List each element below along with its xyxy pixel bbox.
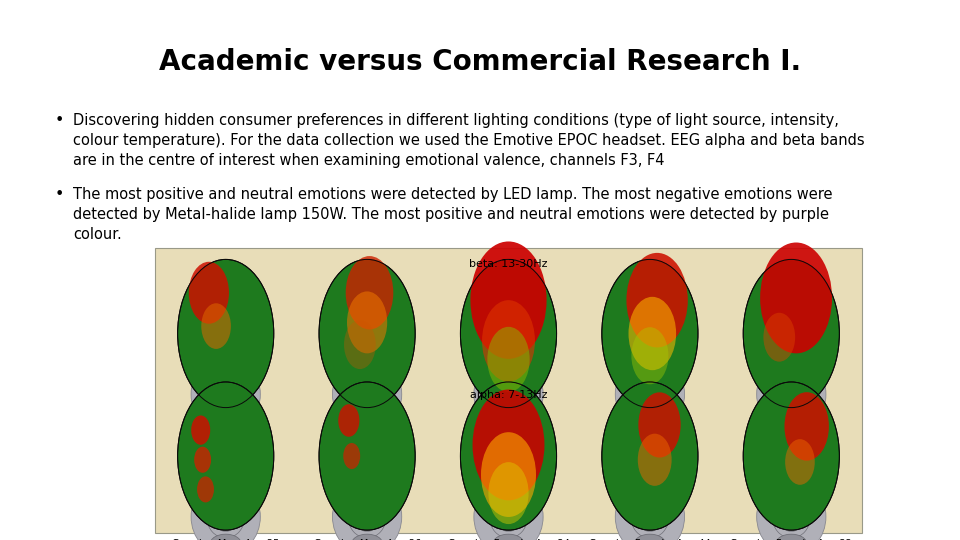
Text: Grender: Female, Age:44: Grender: Female, Age:44 [589,539,710,540]
Text: colour.: colour. [73,227,122,242]
Text: •: • [55,187,64,202]
Ellipse shape [470,241,546,359]
Ellipse shape [332,356,401,433]
Ellipse shape [210,534,241,540]
Ellipse shape [638,393,681,457]
Ellipse shape [347,292,387,353]
Text: colour temperature). For the data collection we used the Emotive EPOC headset. E: colour temperature). For the data collec… [73,133,865,148]
Ellipse shape [481,432,536,517]
Ellipse shape [210,411,241,431]
Ellipse shape [763,313,795,362]
Ellipse shape [602,382,698,530]
Ellipse shape [743,259,839,408]
Text: Discovering hidden consumer preferences in different lighting conditions (type o: Discovering hidden consumer preferences … [73,113,839,128]
Ellipse shape [615,356,684,433]
Ellipse shape [482,300,535,382]
Ellipse shape [461,382,557,530]
Ellipse shape [178,259,274,408]
Text: detected by Metal-halide lamp 150W. The most positive and neutral emotions were : detected by Metal-halide lamp 150W. The … [73,207,829,222]
Ellipse shape [615,478,684,540]
Text: Grender: Female, Age:24: Grender: Female, Age:24 [447,539,569,540]
Ellipse shape [760,242,832,353]
Text: Grender: Man, Age:35: Grender: Man, Age:35 [172,539,279,540]
Ellipse shape [474,356,543,433]
Text: beta: 13-30Hz: beta: 13-30Hz [469,259,548,269]
Ellipse shape [346,256,394,329]
Ellipse shape [351,411,383,431]
Text: The most positive and neutral emotions were detected by LED lamp. The most negat: The most positive and neutral emotions w… [73,187,832,202]
Text: alpha: 7-13Hz: alpha: 7-13Hz [469,390,547,401]
Ellipse shape [474,478,543,540]
Text: Academic versus Commercial Research I.: Academic versus Commercial Research I. [159,48,801,76]
Ellipse shape [194,447,211,473]
Ellipse shape [635,534,665,540]
Text: Grender: Man, Age:36: Grender: Man, Age:36 [314,539,420,540]
Ellipse shape [635,411,665,431]
Ellipse shape [178,382,274,530]
Text: •: • [55,113,64,128]
Ellipse shape [776,534,806,540]
Text: are in the centre of interest when examining emotional valence, channels F3, F4: are in the centre of interest when exami… [73,153,664,168]
Ellipse shape [191,415,210,445]
Ellipse shape [637,434,672,486]
Ellipse shape [784,392,828,461]
Ellipse shape [351,534,383,540]
Ellipse shape [319,259,415,408]
Ellipse shape [344,320,375,369]
Ellipse shape [332,478,401,540]
Ellipse shape [489,462,529,524]
Ellipse shape [602,259,698,408]
Ellipse shape [743,382,839,530]
Ellipse shape [202,303,231,349]
Bar [155,248,862,533]
Ellipse shape [756,478,826,540]
Ellipse shape [344,443,360,469]
Ellipse shape [189,262,229,323]
Ellipse shape [492,534,524,540]
Ellipse shape [319,382,415,530]
Ellipse shape [488,327,530,392]
Ellipse shape [756,356,826,433]
Ellipse shape [629,297,676,370]
Text: Grender: Female, Age:32: Grender: Female, Age:32 [731,539,852,540]
Ellipse shape [338,404,359,437]
Ellipse shape [627,253,687,347]
Ellipse shape [776,411,806,431]
Ellipse shape [785,439,815,485]
Ellipse shape [191,356,260,433]
Ellipse shape [197,476,214,502]
Ellipse shape [461,259,557,408]
Ellipse shape [492,411,524,431]
Ellipse shape [191,478,260,540]
Ellipse shape [472,389,544,501]
Ellipse shape [632,327,668,384]
